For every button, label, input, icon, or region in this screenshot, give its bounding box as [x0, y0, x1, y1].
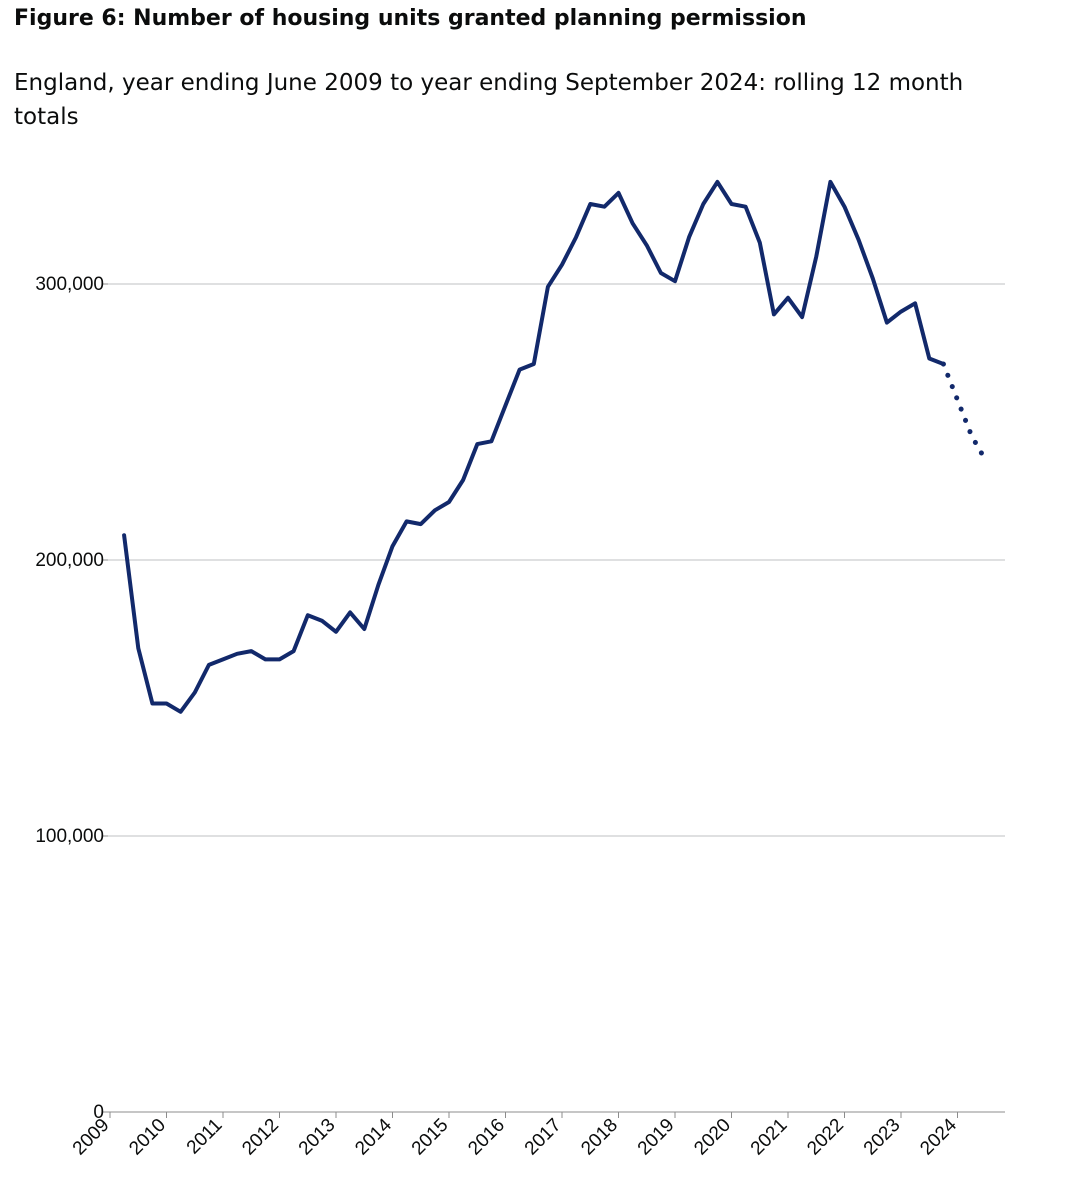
- x-tick-label: 2012: [238, 1115, 283, 1160]
- x-tick-label: 2014: [351, 1114, 396, 1159]
- y-tick-label: 0: [93, 1102, 104, 1123]
- y-tick-label: 200,000: [35, 550, 104, 571]
- x-tick-label: 2016: [464, 1115, 509, 1160]
- x-tick-label: 2019: [634, 1115, 679, 1160]
- x-tick-label: 2021: [747, 1115, 792, 1160]
- x-tick-label: 2009: [69, 1115, 114, 1160]
- x-tick-label: 2024: [916, 1114, 961, 1159]
- series-line: [122, 179, 946, 714]
- y-tick-label: 100,000: [35, 826, 104, 847]
- x-tick-label: 2015: [408, 1115, 453, 1160]
- x-tick-label: 2018: [577, 1115, 622, 1160]
- x-tick-label: 2020: [690, 1115, 735, 1160]
- x-tick-label: 2022: [803, 1115, 848, 1160]
- chart-subtitle: England, year ending June 2009 to year e…: [14, 70, 964, 130]
- x-tick-label: 2011: [183, 1115, 227, 1159]
- x-tick-label: 2013: [295, 1115, 340, 1160]
- chart-title: Figure 6: Number of housing units grante…: [14, 6, 807, 31]
- y-tick-label: 300,000: [35, 274, 104, 295]
- x-tick-label: 2017: [521, 1115, 566, 1160]
- x-tick-label: 2010: [125, 1115, 170, 1160]
- x-tick-label: 2023: [860, 1115, 905, 1160]
- series-line-provisional: [940, 361, 989, 464]
